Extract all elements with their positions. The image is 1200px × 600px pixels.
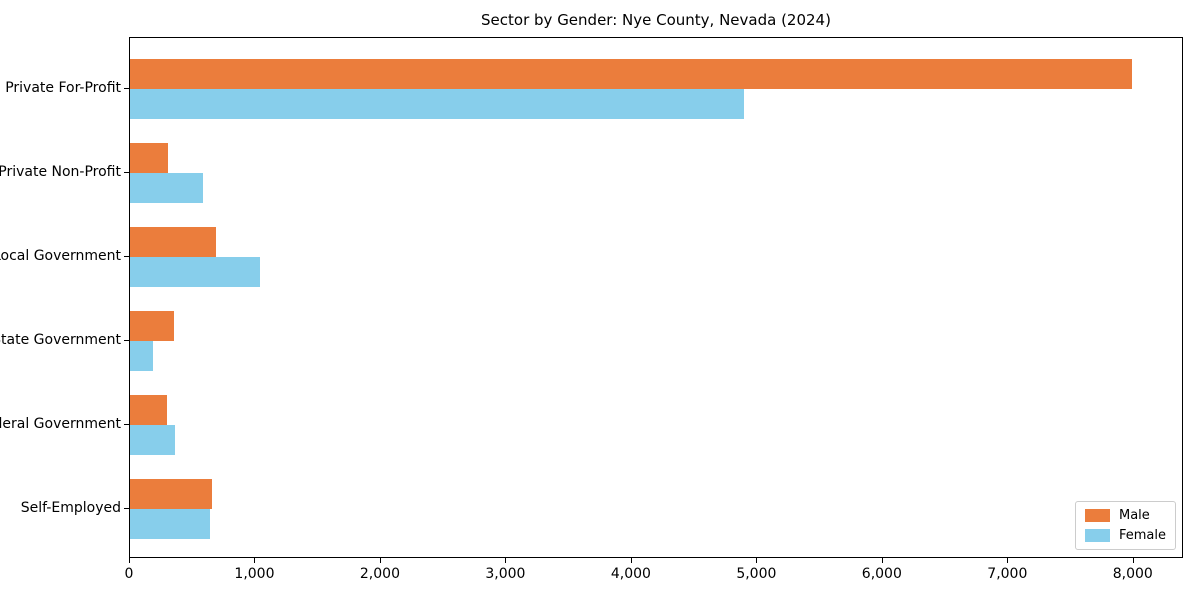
x-tick-mark [379, 558, 381, 563]
plot-area: Male Female [129, 37, 1183, 558]
y-tick-mark [124, 508, 129, 509]
chart-title: Sector by Gender: Nye County, Nevada (20… [481, 11, 831, 29]
legend-item-female: Female [1084, 528, 1166, 543]
x-tick-label: 7,000 [987, 566, 1028, 582]
legend-item-male: Male [1084, 508, 1166, 523]
y-tick-mark [124, 424, 129, 425]
y-tick-label: Self-Employed [20, 500, 121, 516]
bar-male-5 [130, 479, 213, 509]
bar-male-0 [130, 59, 1132, 89]
x-tick-label: 6,000 [861, 566, 902, 582]
bar-female-1 [130, 173, 203, 203]
bar-male-4 [130, 395, 167, 425]
x-tick-mark [129, 558, 130, 563]
y-tick-mark [124, 88, 129, 89]
legend-swatch-male-icon [1084, 509, 1110, 522]
y-tick-mark [124, 172, 129, 173]
y-tick-label: State Government [0, 332, 121, 348]
bar-female-5 [130, 509, 211, 539]
legend-swatch-female-icon [1084, 529, 1110, 542]
y-tick-label: Private Non-Profit [0, 164, 121, 180]
y-tick-mark [124, 256, 129, 257]
y-tick-label: Local Government [0, 248, 121, 264]
bar-male-1 [130, 143, 169, 173]
x-tick-mark [1007, 558, 1009, 563]
bar-female-3 [130, 341, 154, 371]
y-tick-label: Federal Government [0, 416, 121, 432]
x-tick-mark [1132, 558, 1134, 563]
bar-female-2 [130, 257, 261, 287]
legend-label-female: Female [1118, 528, 1166, 543]
bar-female-0 [130, 89, 744, 119]
x-tick-mark [756, 558, 758, 563]
y-axis-labels: Private For-Profit Private Non-Profit Loca… [0, 37, 121, 558]
bar-female-4 [130, 425, 176, 455]
y-tick-label: Private For-Profit [5, 80, 121, 96]
x-tick-mark [254, 558, 256, 563]
x-tick-mark [630, 558, 632, 563]
x-tick-label: 2,000 [359, 566, 400, 582]
y-tick-mark [124, 340, 129, 341]
x-tick-label: 8,000 [1112, 566, 1153, 582]
x-axis: 0 1,000 2,000 3,000 4,000 5,000 6,000 7,000 8,00… [125, 558, 1183, 588]
bar-male-2 [130, 227, 216, 257]
x-tick-mark [881, 558, 883, 563]
x-tick-label: 4,000 [610, 566, 651, 582]
legend: Male Female [1074, 501, 1176, 550]
x-tick-mark [505, 558, 507, 563]
x-tick-label: 0 [124, 566, 134, 582]
bar-male-3 [130, 311, 174, 341]
legend-label-male: Male [1118, 508, 1150, 523]
x-tick-label: 3,000 [485, 566, 526, 582]
x-tick-label: 1,000 [234, 566, 275, 582]
x-tick-label: 5,000 [736, 566, 777, 582]
